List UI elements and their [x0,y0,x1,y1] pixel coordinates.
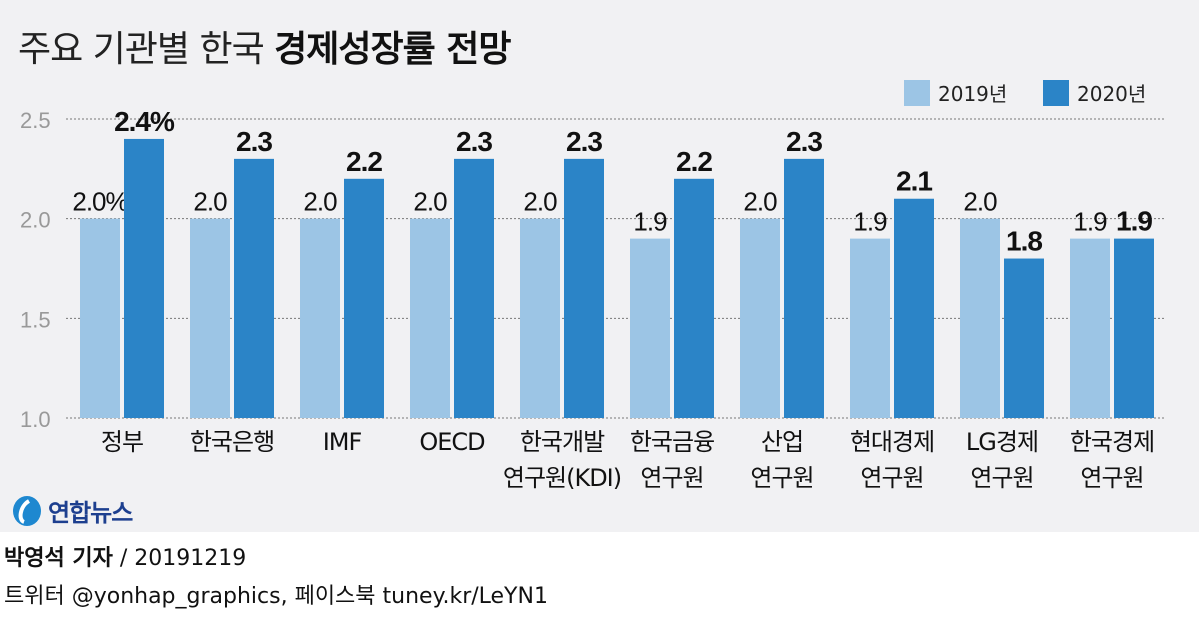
yonhap-logo-icon [13,495,41,526]
x-tick-label: OECD [419,428,485,456]
author: 박영석 기자 [4,546,113,571]
x-tick-label: 연구원 [750,464,813,492]
y-tick-label: 2.0 [20,208,51,233]
social-line: 트위터 @yonhap_graphics, 페이스북 tuney.kr/LeYN… [4,584,548,609]
bar [784,158,824,418]
bar [520,218,560,418]
y-tick-label: 1.0 [20,407,51,432]
bar [234,158,274,418]
byline: 박영석 기자 / 20191219 [4,540,246,572]
bar [300,218,340,418]
bar [674,178,714,418]
x-tick-label: 한국금융 [630,428,714,456]
x-tick-label: 연구원(KDI) [503,464,621,492]
x-tick-label: LG경제 [966,428,1038,456]
data-label: 1.9 [1073,207,1107,237]
x-tick-label: 산업 [761,428,803,456]
data-label: 2.0 [413,187,447,217]
data-label: 2.0 [963,187,997,217]
data-label: 2.2 [346,146,382,177]
data-label: 2.0 [743,187,777,217]
bar [190,218,230,418]
data-label: 1.9 [853,207,887,237]
data-label: 2.3 [566,126,602,157]
bar [410,218,450,418]
x-tick-label: 연구원 [970,464,1033,492]
title-regular: 주요 기관별 한국 [18,29,275,70]
bar [1004,258,1044,418]
bar [80,218,120,418]
data-label: 2.2 [676,146,712,177]
y-tick-label: 1.5 [20,307,51,332]
legend-label-2019: 2019년 [938,82,1008,106]
x-tick-label: 연구원 [860,464,923,492]
bar [740,218,780,418]
x-tick-label: 한국은행 [190,428,274,456]
legend-label-2020: 2020년 [1077,82,1147,106]
data-label: 2.0 [193,187,227,217]
bar [960,218,1000,418]
date: / 20191219 [112,546,247,571]
legend-swatch-2019 [904,79,930,106]
data-label: 1.9 [1116,206,1152,237]
x-tick-label: 정부 [101,428,143,456]
x-tick-label: 연구원 [1080,464,1143,492]
data-label: 1.8 [1006,226,1042,257]
title-bold: 경제성장률 전망 [274,29,511,70]
bar-chart: 1.0 1.5 2.0 2.5 2.0% 2.4% 정부 2.0 2.3 한국은행 2.0 2.2 IM… [20,106,1165,492]
bar [850,238,890,418]
bar [894,198,934,418]
bar [344,178,384,418]
bar [124,138,164,418]
x-tick-label: 한국개발 [520,428,605,456]
data-label: 2.4% [114,106,175,137]
x-tick-label: IMF [323,428,362,456]
legend-swatch-2020 [1043,79,1069,106]
x-tick-label: 현대경제 [850,428,934,456]
bar [1070,238,1110,418]
data-label: 2.3 [456,126,492,157]
data-label: 2.0 [303,187,337,217]
data-label: 2.3 [236,126,272,157]
data-label: 2.0% [72,187,128,217]
x-tick-label: 한국경제 [1070,428,1154,456]
x-tick-label: 연구원 [640,464,703,492]
bar [564,158,604,418]
bar [454,158,494,418]
logo-text: 연합뉴스 [48,499,133,527]
y-tick-label: 2.5 [20,108,51,133]
yonhap-logo: 연합뉴스 [10,493,133,528]
data-label: 1.9 [633,207,667,237]
data-label: 2.0 [523,187,557,217]
data-label: 2.1 [896,166,932,197]
bar [630,238,670,418]
legend-2020: 2020년 [1043,78,1146,107]
data-label: 2.3 [786,126,822,157]
bar [1114,238,1154,418]
chart-title: 주요 기관별 한국 경제성장률 전망 [18,20,512,72]
legend-2019: 2019년 [904,78,1007,107]
